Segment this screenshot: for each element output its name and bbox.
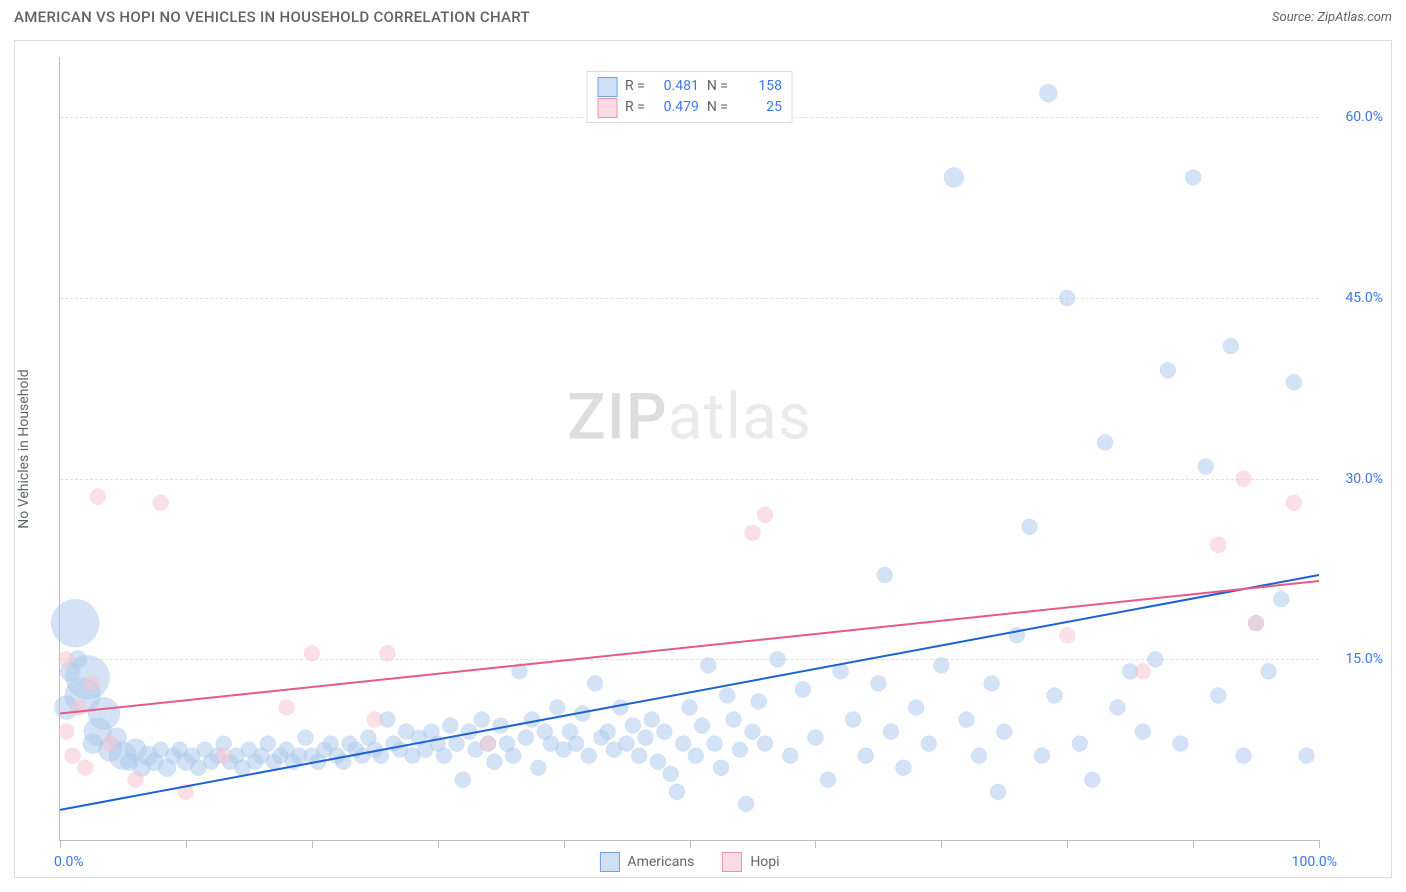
n-label: N = <box>707 76 728 97</box>
x-tick <box>815 840 816 848</box>
x-tick <box>1193 840 1194 848</box>
stats-row-hopi: R = 0.479 N = 25 <box>597 97 782 118</box>
trendline-layer <box>60 57 1319 840</box>
legend-label-americans: Americans <box>627 854 694 870</box>
x-axis-max-label: 100.0% <box>1292 854 1337 870</box>
stats-legend-box: R = 0.481 N = 158 R = 0.479 N = 25 <box>586 71 793 123</box>
r-label: R = <box>625 97 645 118</box>
swatch-hopi <box>722 852 742 872</box>
r-value-hopi: 0.479 <box>653 97 699 118</box>
y-tick-label: 30.0% <box>1325 471 1383 487</box>
swatch-hopi <box>597 98 617 118</box>
series-legend: Americans Hopi <box>599 852 779 872</box>
x-tick <box>941 840 942 848</box>
x-axis-min-label: 0.0% <box>54 854 84 870</box>
legend-item-hopi: Hopi <box>722 852 779 872</box>
stats-row-americans: R = 0.481 N = 158 <box>597 76 782 97</box>
plot-area: No Vehicles in Household ZIPatlas 15.0%3… <box>59 57 1319 841</box>
y-axis-title: No Vehicles in Household <box>16 369 32 528</box>
x-tick <box>1067 840 1068 848</box>
n-value-americans: 158 <box>736 76 782 97</box>
trend-line <box>60 581 1319 714</box>
r-value-americans: 0.481 <box>653 76 699 97</box>
x-tick <box>1319 840 1320 848</box>
n-label: N = <box>707 97 728 118</box>
swatch-americans <box>597 77 617 97</box>
trend-line <box>60 575 1319 810</box>
y-tick-label: 60.0% <box>1325 109 1383 125</box>
x-tick <box>186 840 187 848</box>
x-tick <box>60 840 61 848</box>
chart-title: AMERICAN VS HOPI NO VEHICLES IN HOUSEHOL… <box>14 8 530 26</box>
y-tick-label: 15.0% <box>1325 651 1383 667</box>
x-tick <box>312 840 313 848</box>
source-attribution: Source: ZipAtlas.com <box>1272 10 1392 25</box>
chart-frame: No Vehicles in Household ZIPatlas 15.0%3… <box>14 40 1392 878</box>
r-label: R = <box>625 76 645 97</box>
y-tick-label: 45.0% <box>1325 290 1383 306</box>
swatch-americans <box>599 852 619 872</box>
x-tick <box>690 840 691 848</box>
n-value-hopi: 25 <box>736 97 782 118</box>
x-tick <box>438 840 439 848</box>
legend-label-hopi: Hopi <box>750 854 779 870</box>
x-tick <box>564 840 565 848</box>
legend-item-americans: Americans <box>599 852 694 872</box>
